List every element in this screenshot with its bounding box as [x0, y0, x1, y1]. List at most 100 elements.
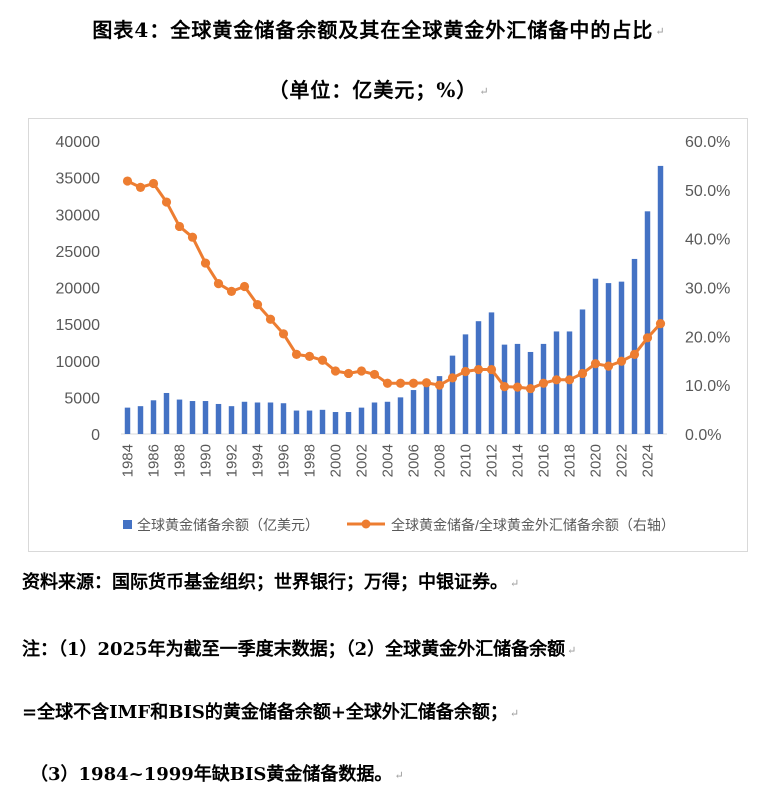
point-gold-share: [317, 355, 328, 365]
point-gold-share: [343, 368, 354, 379]
bar-gold-reserve: [384, 401, 391, 434]
bar-gold-reserve: [280, 403, 287, 434]
point-gold-share: [187, 232, 198, 242]
x-tick-label: 1984: [120, 444, 137, 477]
legend-line-label: 全球黄金储备/全球黄金外汇储备余额（右轴）: [391, 517, 675, 533]
point-gold-share: [421, 378, 432, 388]
bar-gold-reserve: [228, 406, 235, 434]
x-tick-label: 2004: [380, 444, 397, 477]
bar-gold-reserve: [397, 397, 404, 434]
x-tick-label: 2002: [354, 444, 371, 477]
right-tick-label: 40.0%: [685, 232, 730, 249]
bar-gold-reserve: [657, 165, 664, 434]
x-tick-label: 1986: [146, 444, 163, 477]
left-axis: 0 5000 10000 15000 20000 25000 30000 35000 40000: [56, 134, 101, 444]
note-line-3: （3）1984~1999年缺BIS黄金储备数据。 ↵: [30, 764, 404, 785]
bar-gold-reserve: [319, 409, 326, 434]
point-gold-share: [135, 182, 146, 192]
bar-gold-reserve: [306, 410, 313, 434]
point-gold-share: [486, 364, 497, 375]
bar-gold-reserve: [293, 410, 300, 434]
left-tick-label: 35000: [56, 171, 101, 188]
chart-svg: 0 5000 10000 15000 20000 25000 30000 35000 40000…: [56, 134, 731, 533]
point-gold-share: [499, 382, 510, 392]
chart-title: 图表4：全球黄金储备余额及其在全球黄金外汇储备中的占比 ↵: [92, 18, 666, 42]
bar-series: [124, 165, 664, 434]
bar-gold-reserve: [137, 406, 144, 434]
legend-bar-swatch: [123, 520, 132, 529]
left-tick-label: 5000: [64, 390, 100, 407]
point-gold-share: [512, 382, 523, 392]
point-gold-share: [395, 378, 406, 388]
point-gold-share: [356, 366, 367, 376]
bar-gold-reserve: [163, 392, 170, 434]
note-line-1: 注：（1）2025年为截至一季度末数据；（2）全球黄金外汇储备余额 ↵: [22, 639, 577, 660]
x-tick-label: 1998: [302, 444, 319, 477]
bar-gold-reserve: [462, 334, 469, 434]
left-tick-label: 40000: [56, 134, 101, 151]
right-tick-label: 0.0%: [685, 427, 721, 444]
point-gold-share: [525, 383, 536, 394]
point-gold-share: [174, 221, 185, 232]
legend-line-marker: [361, 519, 371, 529]
bar-gold-reserve: [410, 390, 417, 434]
point-gold-share: [265, 314, 276, 324]
point-gold-share: [564, 375, 575, 385]
x-tick-label: 1992: [224, 444, 241, 477]
x-tick-label: 2018: [562, 444, 579, 477]
point-gold-share: [148, 178, 159, 189]
point-gold-share: [538, 378, 549, 388]
bar-gold-reserve: [592, 278, 599, 434]
point-gold-share: [629, 349, 640, 360]
right-tick-label: 50.0%: [685, 183, 730, 200]
x-tick-label: 2012: [484, 444, 501, 477]
bar-gold-reserve: [358, 407, 365, 434]
x-tick-label: 2022: [614, 444, 631, 477]
left-tick-label: 10000: [56, 354, 101, 371]
bar-gold-reserve: [189, 401, 196, 434]
bar-gold-reserve: [644, 211, 651, 434]
left-tick-label: 15000: [56, 317, 101, 334]
source-note: 资料来源：国际货币基金组织；世界银行；万得；中银证券。 ↵: [22, 572, 520, 593]
left-tick-label: 0: [91, 427, 100, 444]
x-tick-label: 2024: [640, 444, 657, 477]
point-gold-share: [447, 373, 458, 383]
point-gold-share: [655, 319, 666, 329]
bar-gold-reserve: [436, 376, 443, 434]
bar-gold-reserve: [150, 400, 157, 434]
bar-gold-reserve: [345, 412, 352, 434]
point-gold-share: [460, 366, 471, 377]
point-gold-share: [577, 368, 588, 379]
note-line-2: =全球不含IMF和BIS的黄金储备余额+全球外汇储备余额； ↵: [22, 702, 520, 723]
point-gold-share: [213, 278, 224, 289]
bar-gold-reserve: [215, 403, 222, 434]
point-gold-share: [642, 333, 653, 343]
chart-unit-subtitle: （单位：亿美元；%） ↵: [268, 78, 490, 102]
left-tick-label: 30000: [56, 207, 101, 224]
point-gold-share: [434, 380, 445, 390]
point-gold-share: [122, 176, 133, 186]
x-tick-label: 1988: [172, 444, 189, 477]
point-gold-share: [161, 197, 172, 207]
right-tick-label: 10.0%: [685, 378, 730, 395]
legend-bar-label: 全球黄金储备余额（亿美元）: [137, 517, 319, 533]
bar-gold-reserve: [423, 381, 430, 434]
left-tick-label: 20000: [56, 281, 101, 298]
right-axis: 0.0% 10.0% 20.0% 30.0% 40.0% 50.0% 60.0%: [685, 134, 730, 444]
legend: 全球黄金储备余额（亿美元） 全球黄金储备/全球黄金外汇储备余额（右轴）: [123, 517, 675, 533]
point-gold-share: [473, 364, 484, 375]
right-tick-label: 20.0%: [685, 329, 730, 346]
point-gold-share: [616, 356, 627, 366]
bar-gold-reserve: [332, 412, 339, 434]
point-gold-share: [252, 299, 263, 310]
point-gold-share: [291, 349, 302, 360]
bar-gold-reserve: [475, 321, 482, 434]
x-tick-label: 1996: [276, 444, 293, 477]
point-gold-share: [226, 286, 237, 297]
x-tick-label: 1990: [198, 444, 215, 477]
point-gold-share: [200, 258, 211, 268]
x-tick-label: 1994: [250, 444, 267, 477]
bar-gold-reserve: [254, 402, 261, 434]
point-gold-share: [330, 366, 341, 376]
point-gold-share: [304, 351, 315, 361]
